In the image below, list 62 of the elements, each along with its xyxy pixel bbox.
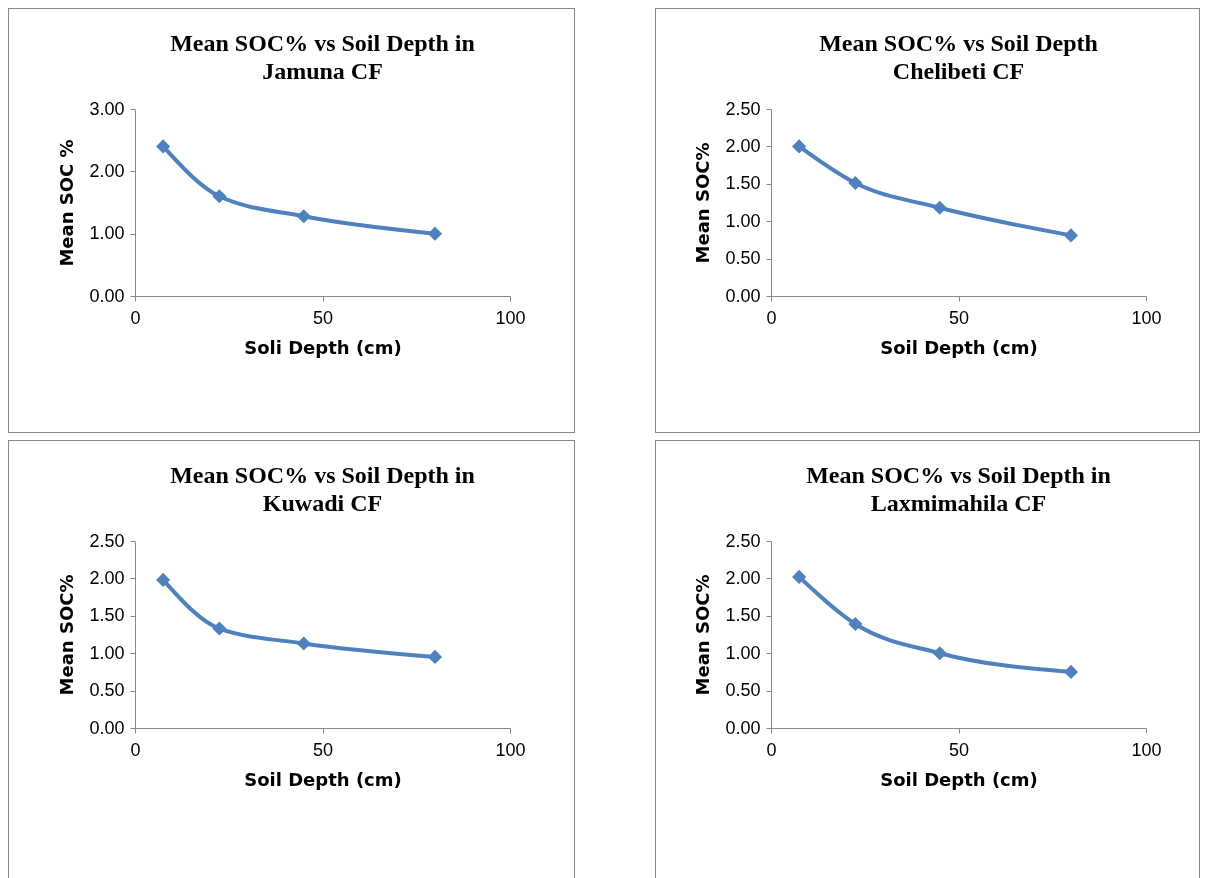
y-tick-label: 0.00: [724, 717, 760, 738]
y-tick-label: 0.50: [724, 248, 760, 269]
x-tick-label: 100: [494, 307, 526, 328]
x-axis-title: Soil Depth (cm): [879, 336, 1038, 358]
y-axis-title: Mean SOC%: [691, 574, 713, 696]
point: [1063, 664, 1078, 679]
x-tick-label: 0: [765, 739, 777, 760]
x-tick-label: 100: [1130, 739, 1162, 760]
y-tick-label: 1.50: [724, 605, 760, 626]
y-axis-title: Mean SOC %: [55, 139, 77, 267]
y-tick-label: 1.00: [88, 223, 124, 244]
y-tick-label: 0.50: [724, 680, 760, 701]
y-axis-title: Mean SOC%: [55, 574, 77, 696]
point: [211, 189, 226, 204]
y-tick-label: 2.00: [724, 567, 760, 588]
y-tick-label: 1.00: [724, 642, 760, 663]
chart-title: Mean SOC% vs Soil Depth in Laxmimahila CF: [805, 462, 1111, 516]
y-tick-label: 1.50: [724, 173, 760, 194]
x-axis-title: Soil Depth (cm): [243, 768, 402, 790]
y-tick-label: 2.50: [724, 98, 760, 119]
x-axis-title: Soli Depth (cm): [243, 336, 402, 358]
y-tick-label: 3.00: [88, 98, 124, 119]
x-tick-label: 50: [312, 307, 333, 328]
point: [155, 572, 170, 587]
y-tick-label: 2.00: [88, 567, 124, 588]
x-tick-label: 0: [765, 307, 777, 328]
y-tick-label: 2.00: [88, 160, 124, 181]
point: [791, 139, 806, 154]
y-tick-label: 0.50: [88, 680, 124, 701]
point: [427, 226, 442, 241]
point: [296, 209, 311, 224]
chart-title: Mean SOC% vs Soil Depth Chelibeti CF: [818, 30, 1098, 84]
y-tick-label: 2.00: [724, 135, 760, 156]
y-tick-label: 0.00: [88, 717, 124, 738]
point: [296, 636, 311, 651]
y-tick-label: 1.00: [724, 210, 760, 231]
x-tick-label: 50: [948, 307, 969, 328]
point: [791, 569, 806, 584]
y-tick-label: 2.50: [724, 530, 760, 551]
x-axis-title: Soil Depth (cm): [879, 768, 1038, 790]
point: [211, 621, 226, 636]
point: [932, 646, 947, 661]
x-tick-label: 0: [129, 307, 141, 328]
x-tick-label: 0: [129, 739, 141, 760]
y-tick-label: 1.50: [88, 605, 124, 626]
point: [847, 616, 862, 632]
chart-title: Mean SOC% vs Soil Depth in Jamuna CF: [169, 30, 475, 84]
point: [1063, 228, 1078, 243]
y-tick-label: 1.00: [88, 642, 124, 663]
y-tick-label: 0.00: [724, 285, 760, 306]
point: [427, 649, 442, 665]
y-tick-label: 2.50: [88, 530, 124, 551]
x-tick-label: 100: [1130, 307, 1162, 328]
y-tick-label: 0.00: [88, 285, 124, 306]
chart-title: Mean SOC% vs Soil Depth in Kuwadi CF: [169, 462, 475, 516]
x-tick-label: 50: [312, 739, 333, 760]
point: [155, 139, 170, 154]
x-tick-label: 50: [948, 739, 969, 760]
point: [932, 200, 947, 215]
y-axis-title: Mean SOC%: [691, 142, 713, 264]
point: [847, 175, 862, 191]
x-tick-label: 100: [494, 739, 526, 760]
